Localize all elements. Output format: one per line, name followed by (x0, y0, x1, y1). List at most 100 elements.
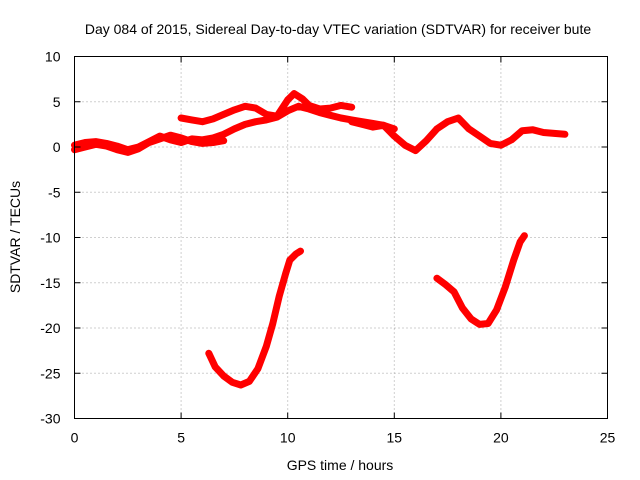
y-tick-label: 10 (45, 49, 61, 65)
series-point (135, 145, 142, 152)
series-point (327, 104, 334, 112)
series-point (273, 113, 281, 120)
series-point (540, 129, 547, 136)
series-point (205, 350, 212, 357)
y-axis-label: SDTVAR / TECUs (7, 181, 23, 293)
series-point (359, 121, 366, 128)
series-point (290, 90, 298, 97)
series-point (282, 270, 289, 277)
series-point (423, 137, 430, 144)
series-point (286, 256, 293, 264)
series-point (497, 142, 505, 149)
series-point (529, 126, 537, 133)
series-point (209, 115, 217, 123)
chart-title: Day 084 of 2015, Sidereal Day-to-day VTE… (85, 21, 592, 37)
series-point (237, 381, 244, 389)
series-point (459, 304, 466, 312)
y-tick-label: 0 (53, 139, 61, 155)
series-point (246, 378, 253, 385)
series-point (199, 118, 206, 125)
series-point (254, 365, 262, 372)
series-point (391, 132, 398, 140)
series-point (241, 121, 249, 128)
series-point (561, 131, 569, 138)
series-point (380, 122, 387, 129)
series-point (433, 275, 441, 282)
series-point (252, 104, 259, 112)
x-tick-label: 0 (71, 430, 79, 446)
y-tick-label: -25 (40, 365, 60, 381)
series-point (476, 321, 483, 328)
series-point (145, 139, 153, 146)
series-point (455, 114, 462, 122)
series-point (177, 134, 185, 142)
series-point (113, 146, 121, 153)
series-point (82, 143, 89, 151)
series-point (92, 141, 100, 148)
series-point (263, 342, 270, 350)
series-point (231, 125, 238, 133)
y-tick-label: -20 (40, 320, 60, 336)
y-tick-label: -10 (40, 230, 60, 246)
series-point (465, 125, 473, 133)
x-tick-label: 25 (600, 430, 616, 446)
grid-lines (74, 56, 608, 419)
series-point (484, 320, 492, 327)
x-axis-label: GPS time / hours (287, 457, 394, 473)
series-point (337, 102, 345, 109)
series-point (269, 320, 276, 327)
series-point (450, 288, 458, 295)
series-point (297, 247, 304, 255)
series-point (305, 102, 313, 109)
series-point (412, 147, 419, 154)
x-tick-label: 5 (177, 430, 185, 446)
y-tick-labels: -30 -25 -20 -15 -10 -5 0 5 10 (40, 49, 60, 427)
series-point (212, 363, 219, 371)
series-point (551, 130, 558, 137)
series-point (502, 284, 509, 291)
series-point (508, 136, 515, 143)
series-point (510, 256, 517, 264)
series-point (188, 138, 195, 145)
series-point (220, 372, 227, 380)
series-point (241, 103, 249, 110)
series-point (177, 114, 185, 122)
x-tick-label: 10 (280, 430, 296, 446)
series-point (295, 103, 302, 110)
y-tick-label: -5 (48, 184, 61, 200)
series-point (103, 142, 110, 150)
x-tick-label: 15 (387, 430, 403, 446)
series-point (519, 127, 526, 134)
series-point (156, 135, 163, 143)
series-point (284, 107, 291, 115)
series-point (188, 116, 195, 124)
series-point (369, 123, 377, 131)
series-point (487, 140, 494, 147)
series-point (284, 96, 291, 104)
series-point (209, 139, 217, 146)
axis-ticks (74, 56, 608, 419)
plot-frame (74, 56, 608, 419)
series-point (231, 106, 238, 114)
y-tick-label: -15 (40, 275, 60, 291)
series-point (401, 142, 409, 149)
series-point (167, 132, 174, 139)
y-tick-label: 5 (53, 94, 61, 110)
series-point (348, 104, 355, 111)
series-point (199, 140, 206, 147)
series-point (521, 232, 528, 239)
series-point (337, 114, 345, 122)
series-point (444, 118, 451, 125)
series-point (299, 95, 306, 103)
series-point (316, 105, 323, 113)
series-point (220, 137, 227, 144)
series-point (252, 118, 259, 125)
data-series (71, 90, 569, 389)
series-point (467, 315, 475, 323)
series-point (476, 132, 483, 140)
series-point (516, 238, 524, 246)
series-point (263, 111, 270, 118)
series-point (220, 111, 227, 118)
series-point (124, 149, 131, 156)
